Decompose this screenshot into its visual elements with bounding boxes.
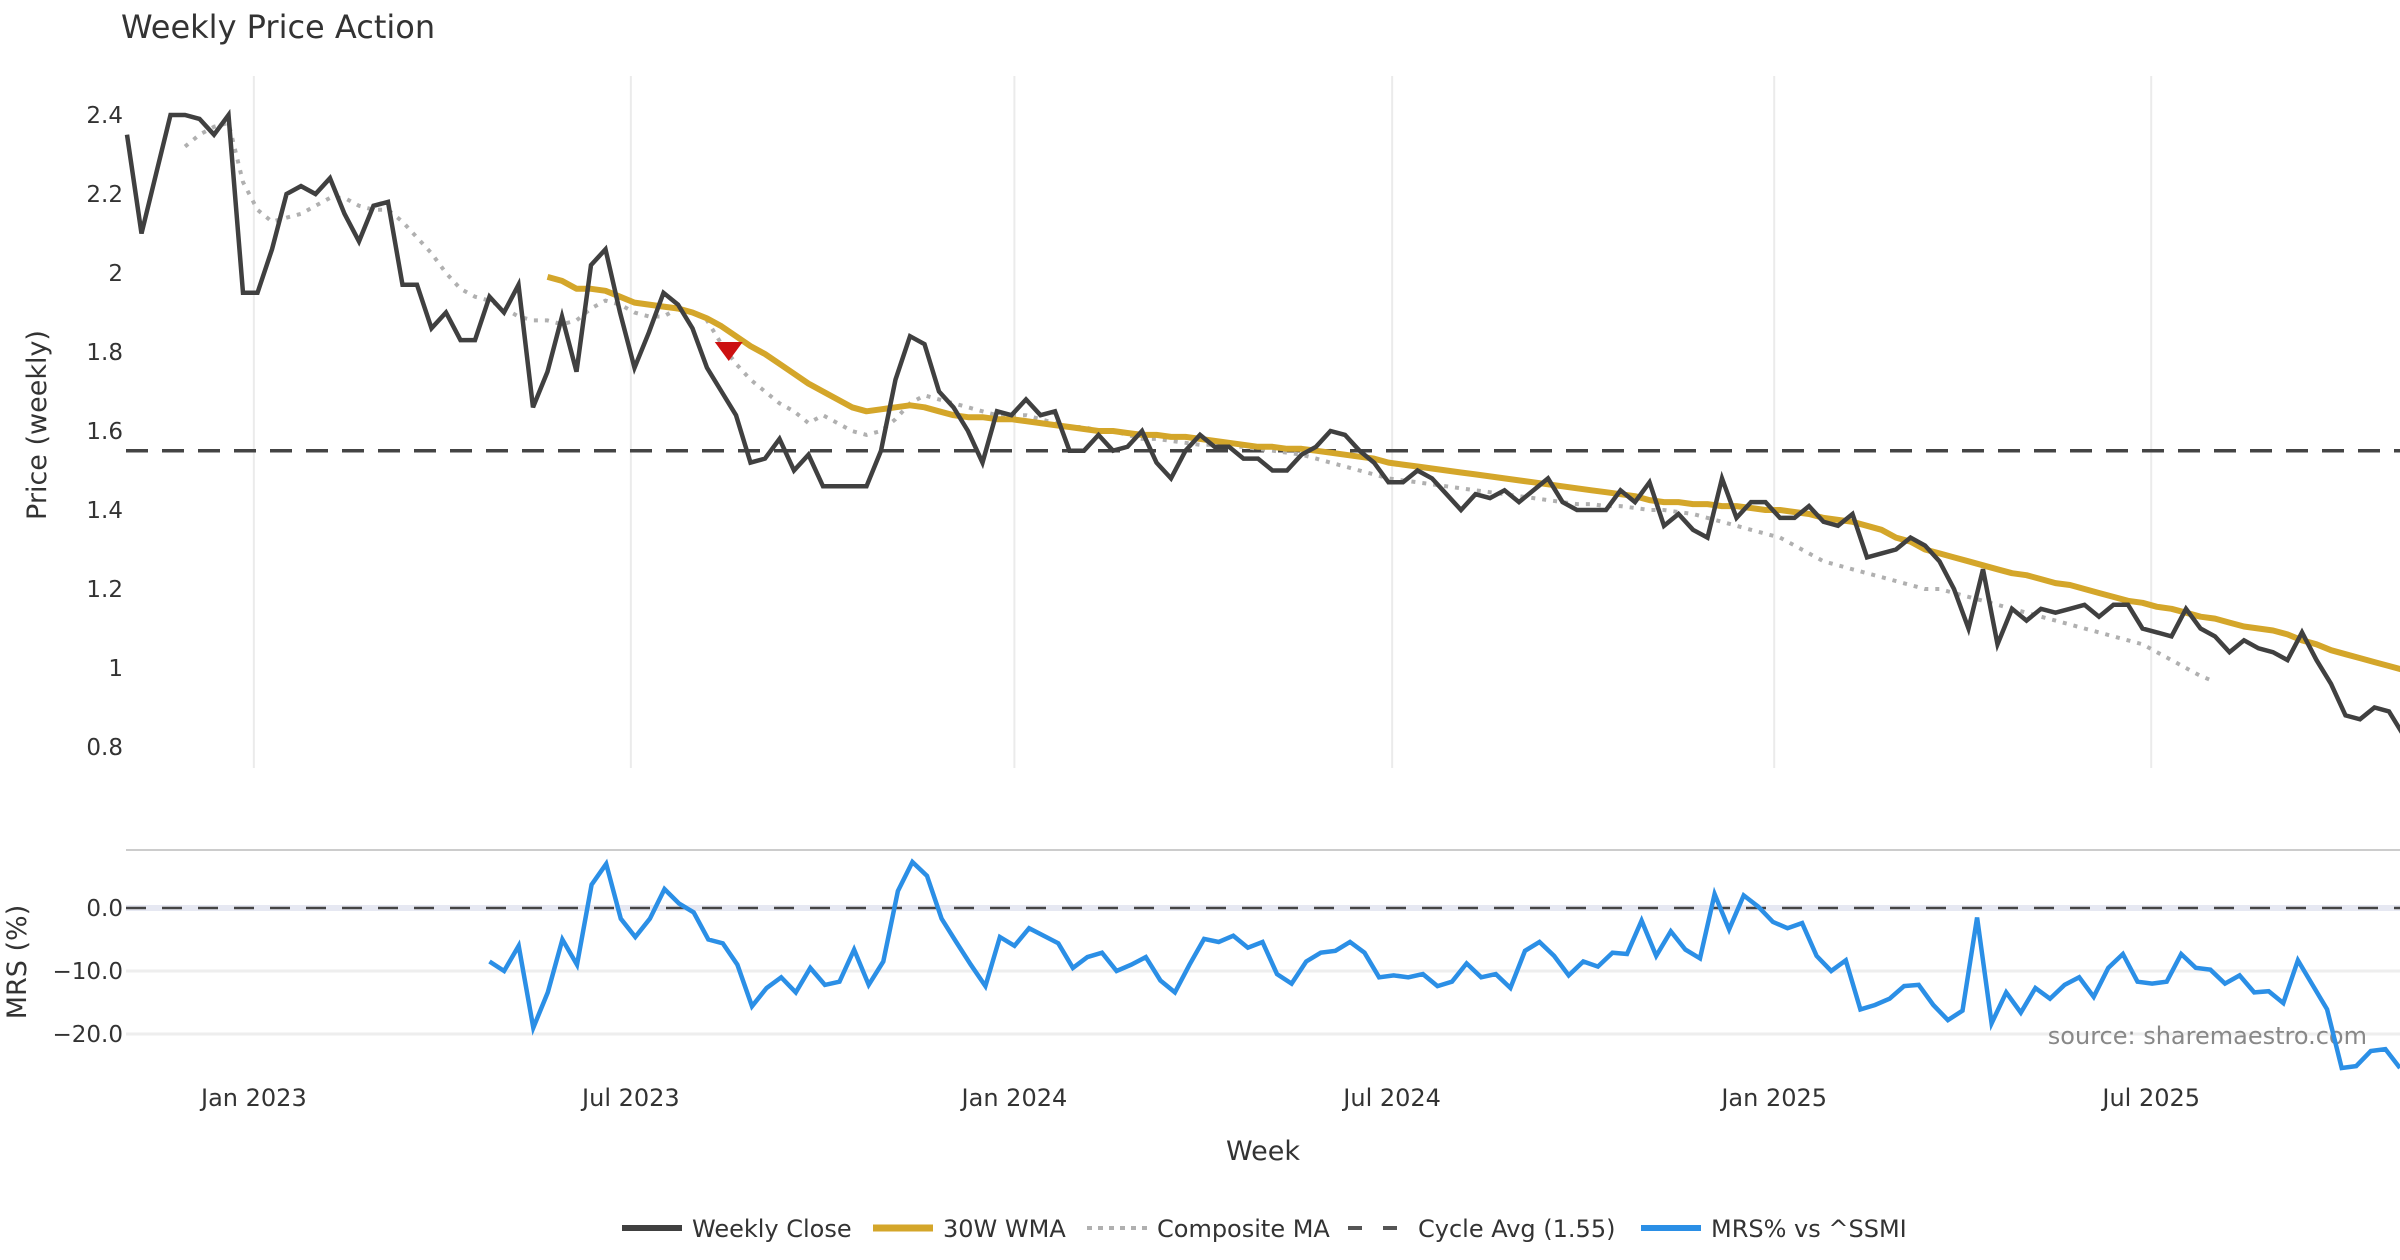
- x-axis-title: Week: [1226, 1136, 1300, 1167]
- price-y-ticks: 2.4 2.2 2 1.8 1.6 1.4 1.2 1 0.8: [86, 103, 123, 761]
- price-y-tick-label: 2: [108, 261, 123, 287]
- series-line-mrs-vs-ssmi: [488, 858, 2400, 1071]
- series-line-weekly-close: [124, 108, 2400, 734]
- legend-label: Weekly Close: [692, 1215, 852, 1243]
- series-line-composite-ma: [183, 120, 2216, 684]
- legend-item-weekly-close[interactable]: Weekly Close: [622, 1215, 852, 1243]
- price-grid: [252, 76, 2153, 768]
- x-tick-label: Jul 2023: [580, 1084, 680, 1112]
- price-y-tick-label: 0.8: [86, 735, 123, 761]
- source-note: source: sharemaestro.com: [2048, 1022, 2367, 1050]
- series-line-30w-wma: [546, 274, 2400, 673]
- mrs-y-tick-label: 0.0: [86, 896, 123, 922]
- legend: Weekly Close 30W WMA Composite MA Cycle Avg…: [622, 1215, 1907, 1243]
- legend-label: Cycle Avg (1.55): [1418, 1215, 1615, 1243]
- chart-title: Weekly Price Action: [121, 8, 435, 46]
- legend-label: MRS% vs ^SSMI: [1711, 1215, 1907, 1243]
- legend-item-composite-ma[interactable]: Composite MA: [1087, 1215, 1330, 1243]
- mrs-grid: [126, 905, 2400, 1036]
- x-tick-label: Jul 2024: [1341, 1084, 1441, 1112]
- mrs-series-group: [488, 858, 2400, 1071]
- price-y-tick-label: 1.2: [86, 577, 123, 603]
- mrs-y-ticks: 0.0 −10.0 −20.0: [53, 896, 123, 1048]
- x-axis-ticks: Jan 2023 Jul 2023 Jan 2024 Jul 2024 Jan 2025…: [199, 1084, 2200, 1112]
- legend-item-30w-wma[interactable]: 30W WMA: [873, 1215, 1066, 1243]
- price-y-tick-label: 1.8: [86, 340, 123, 366]
- price-y-tick-label: 1.4: [86, 498, 123, 524]
- price-y-tick-label: 1: [108, 656, 123, 682]
- price-y-axis-title: Price (weekly): [22, 330, 53, 520]
- price-y-tick-label: 2.4: [86, 103, 123, 129]
- legend-label: 30W WMA: [943, 1215, 1066, 1243]
- mrs-y-tick-label: −10.0: [53, 959, 123, 985]
- price-annotations: [714, 342, 743, 361]
- x-tick-label: Jan 2024: [960, 1084, 1068, 1112]
- price-series-group: [124, 108, 2400, 734]
- x-tick-label: Jan 2023: [199, 1084, 307, 1112]
- sell-signal-marker: [714, 342, 743, 361]
- mrs-y-tick-label: −20.0: [53, 1022, 123, 1048]
- mrs-y-axis-title: MRS (%): [2, 905, 33, 1020]
- legend-label: Composite MA: [1157, 1215, 1330, 1243]
- legend-item-cycle-avg-1-55[interactable]: Cycle Avg (1.55): [1348, 1215, 1615, 1243]
- price-y-tick-label: 1.6: [86, 419, 123, 445]
- legend-item-mrs-vs-ssmi[interactable]: MRS% vs ^SSMI: [1641, 1215, 1907, 1243]
- x-tick-label: Jan 2025: [1719, 1084, 1827, 1112]
- x-tick-label: Jul 2025: [2100, 1084, 2200, 1112]
- price-y-tick-label: 2.2: [86, 182, 123, 208]
